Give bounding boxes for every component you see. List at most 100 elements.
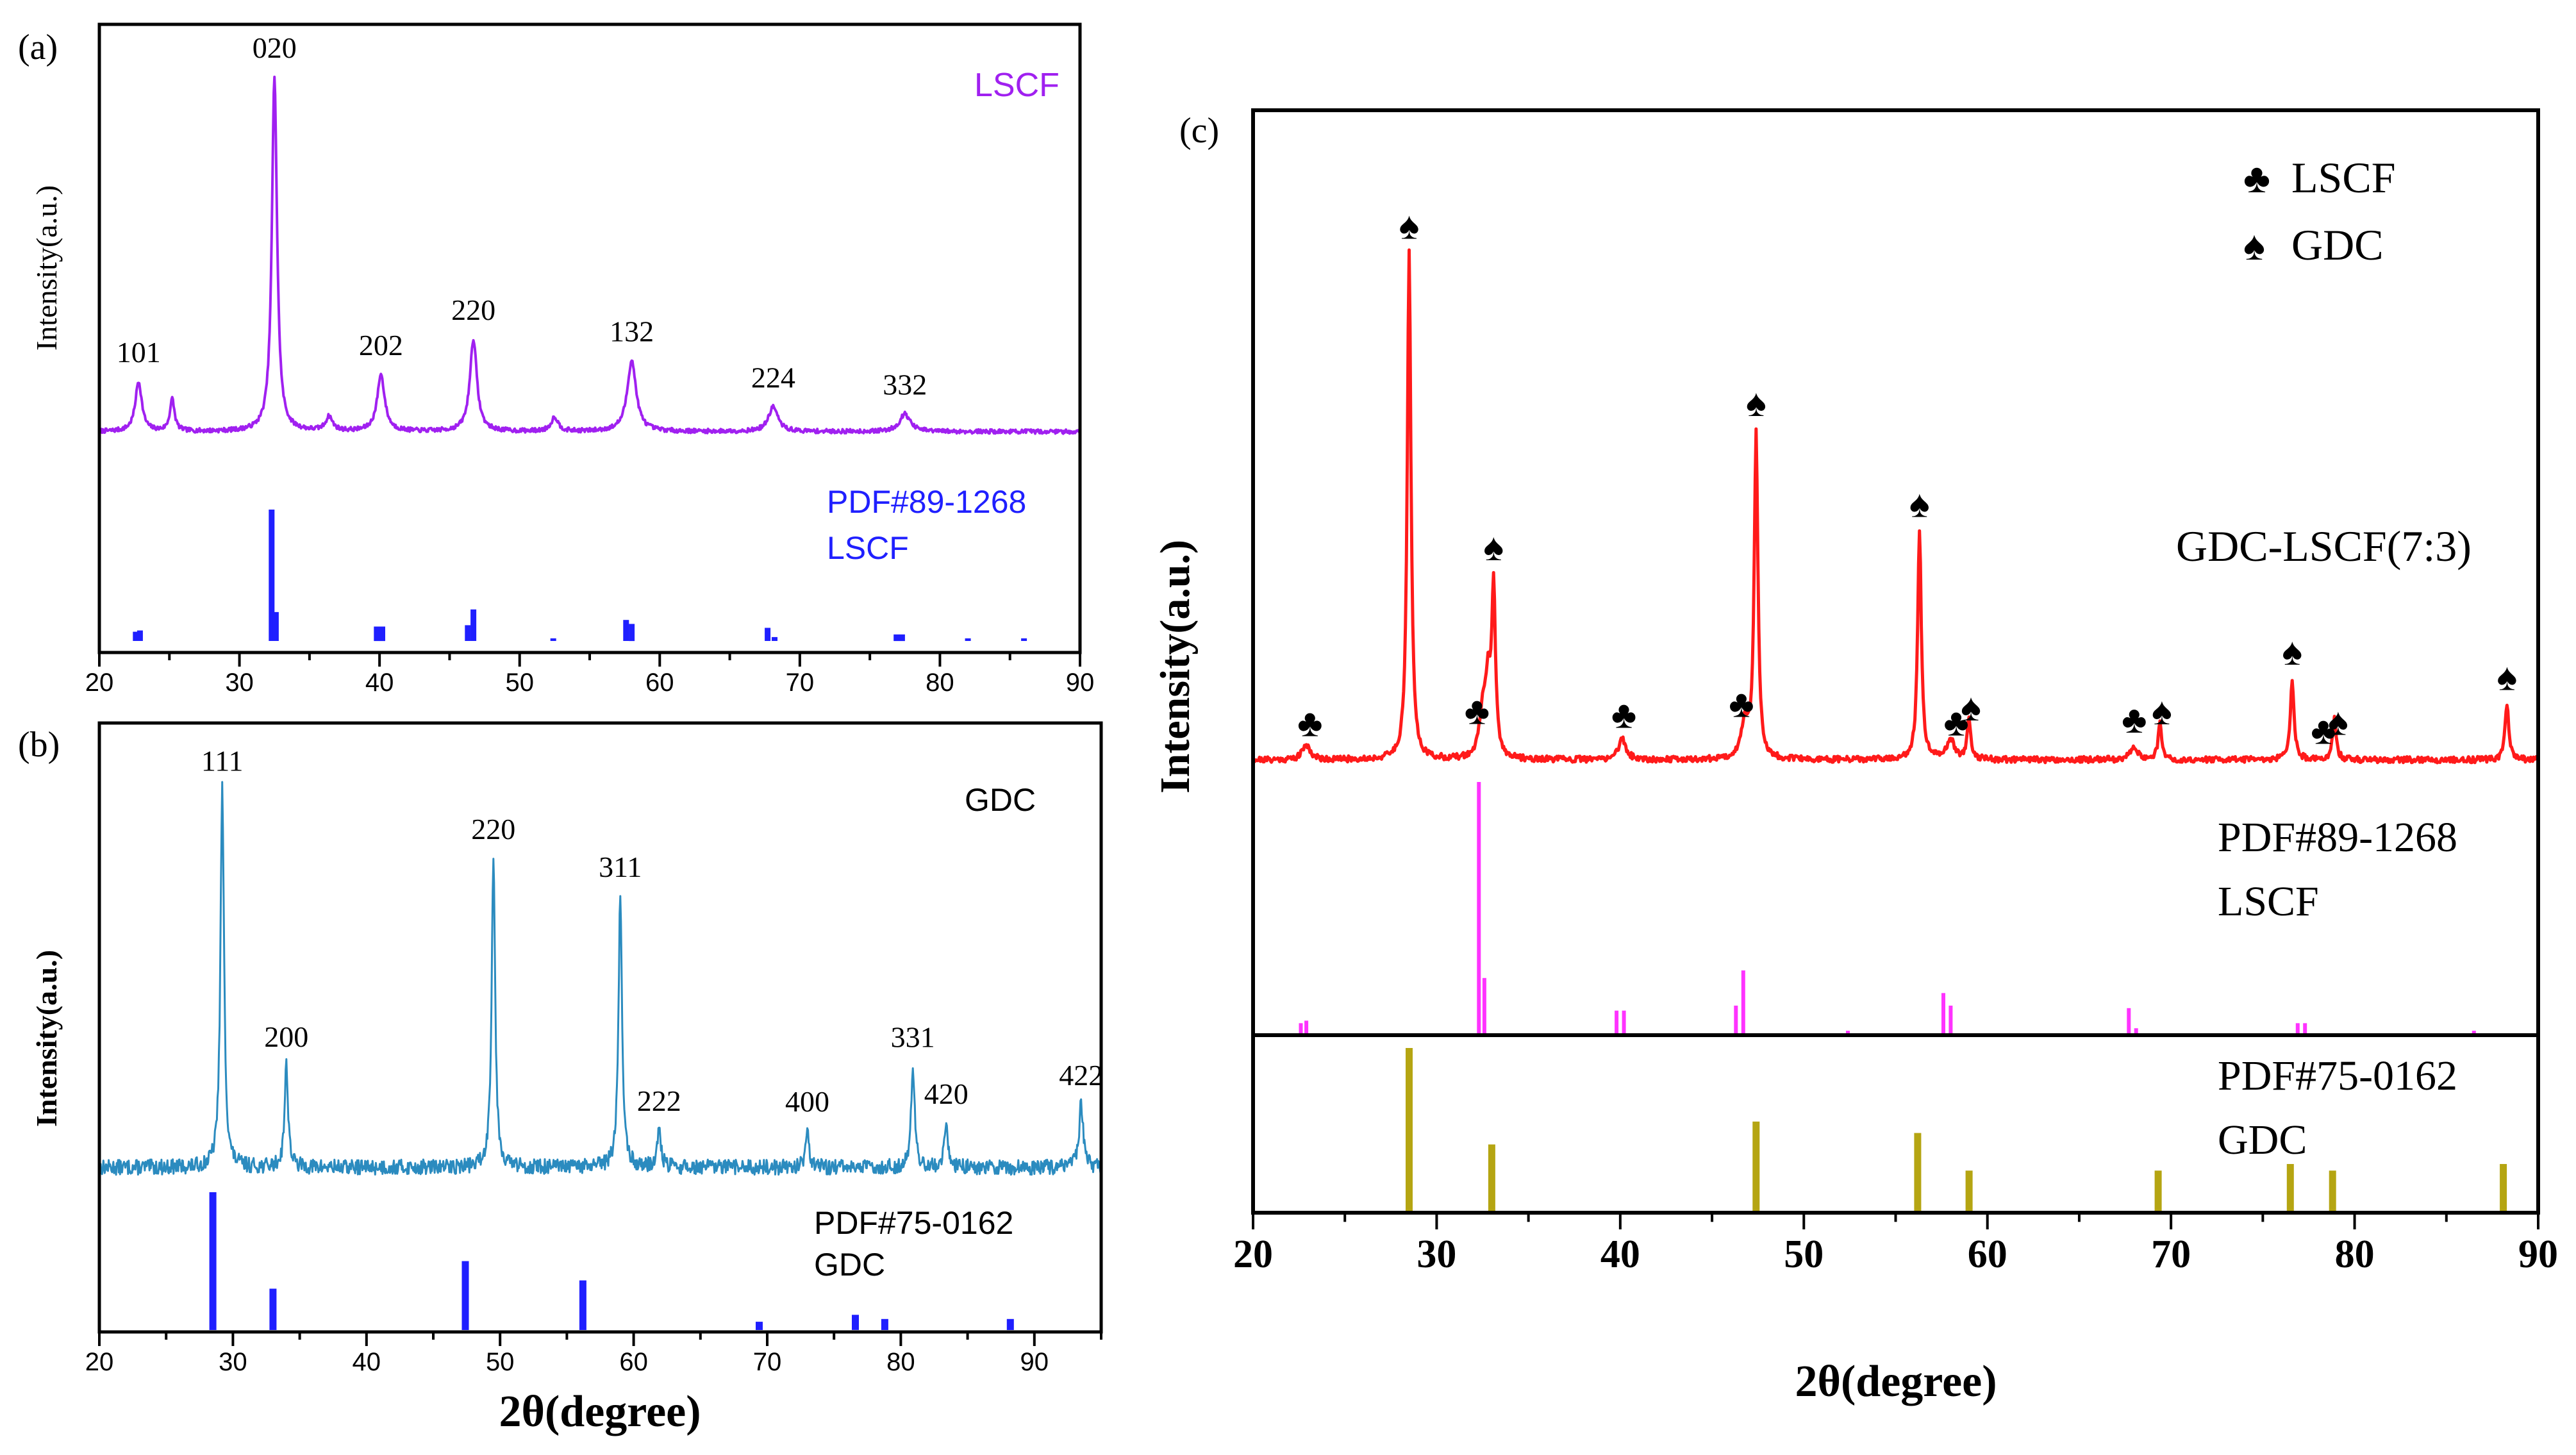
legend-gdc-label: GDC: [2291, 220, 2384, 269]
lscf-reference-line-6: [1734, 1005, 1738, 1033]
club-icon: ♣: [1943, 701, 1968, 744]
panel-c-x-tick-label: 40: [1600, 1233, 1640, 1276]
spade-icon: ♠: [2328, 701, 2348, 743]
spade-icon: ♠: [2282, 631, 2302, 673]
lscf-reference-line-13: [2295, 1023, 2300, 1033]
gdc-reference-line-7: [2329, 1170, 2336, 1212]
gdc-reference-line-6: [2286, 1164, 2294, 1211]
panel-b-x-tick-label: 50: [486, 1348, 515, 1376]
panel-a: (a) Intensity(a.u.) 101 020 202 220 132 224 33…: [18, 22, 1094, 697]
peak-label-420: 420: [924, 1077, 968, 1110]
lscf-reference-line-0: [1299, 1023, 1303, 1033]
gdc-reference-line-1: [1488, 1144, 1495, 1211]
spade-icon: ♠: [1746, 382, 1766, 424]
lscf-reference-line-8: [1846, 1031, 1850, 1033]
panel-a-x-tick-label: 70: [786, 669, 815, 697]
panel-a-pattern-plot: [98, 76, 1081, 435]
panel-c-lscf-reference-phase: LSCF: [2218, 878, 2319, 925]
lscf-reference-line-12: [772, 636, 777, 641]
panel-a-reference-name: PDF#89-1268: [827, 484, 1026, 520]
peak-label-200: 200: [264, 1020, 308, 1053]
panel-c-x-axis: 20 30 40 50 60 70 80 90: [1233, 1213, 2558, 1276]
legend-spade-icon: ♠: [2243, 223, 2265, 269]
gdc-reference-line-2: [1752, 1121, 1760, 1212]
panel-c-y-axis-label: Intensity(a.u.): [1152, 540, 1199, 794]
lscf-reference-line-3: [272, 611, 279, 641]
panel-b-reference-phase: GDC: [814, 1247, 885, 1283]
legend-lscf-label: LSCF: [2291, 153, 2396, 202]
panel-c-lscf-reference-name: PDF#89-1268: [2218, 814, 2457, 861]
peak-label-311: 311: [599, 851, 642, 883]
panel-b-frame: [97, 721, 1103, 1334]
peak-label-101: 101: [117, 336, 161, 369]
lscf-pattern-line: [98, 76, 1081, 435]
gdc-reference-line-4: [756, 1322, 763, 1330]
lscf-reference-line-10: [629, 624, 635, 642]
panel-a-x-tick-label: 40: [365, 669, 394, 697]
panel-c-x-tick-label: 50: [1784, 1233, 1824, 1276]
panel-a-peak-labels: 101 020 202 220 132 224 332: [117, 31, 927, 401]
panel-a-label: (a): [18, 28, 58, 67]
peak-label-202: 202: [359, 329, 403, 362]
gdc-pattern-line: [98, 781, 1102, 1176]
lscf-reference-line-9: [623, 620, 629, 641]
panel-b-reference-plot: [209, 1192, 1014, 1330]
lscf-reference-line-6: [465, 625, 471, 641]
lscf-reference-line-9: [1941, 993, 1945, 1033]
peak-label-020: 020: [253, 31, 297, 64]
panel-c-reference-gdc-plot: [1406, 1048, 2507, 1212]
panel-c-pattern-plot: [1252, 248, 2540, 765]
gdc-reference-line-3: [1914, 1133, 1922, 1211]
club-icon: ♣: [1611, 694, 1636, 736]
gdc-reference-line-1: [269, 1288, 277, 1330]
panel-c-x-tick-label: 60: [1968, 1233, 2007, 1276]
lscf-reference-line-1: [1304, 1020, 1309, 1033]
peak-label-331: 331: [891, 1021, 935, 1054]
club-icon: ♣: [1729, 683, 1754, 725]
lscf-reference-line-0: [133, 631, 139, 641]
panel-a-x-tick-label: 50: [505, 669, 534, 697]
panel-c-reference-lscf-plot: [1299, 782, 2476, 1033]
lscf-reference-line-16: [1021, 638, 1027, 641]
gdc-reference-line-6: [881, 1318, 888, 1330]
panel-c-x-tick-label: 70: [2151, 1233, 2191, 1276]
spade-icon: ♠: [2497, 656, 2517, 699]
spade-icon: ♠: [1909, 483, 1930, 526]
gdc-reference-line-3: [579, 1280, 586, 1330]
panel-a-x-tick-label: 30: [225, 669, 254, 697]
panel-c-x-tick-label: 30: [1417, 1233, 1456, 1276]
spade-icon: ♠: [1961, 686, 1981, 729]
lscf-reference-line-13: [893, 634, 900, 642]
club-icon: ♣: [1465, 690, 1490, 733]
panel-b-x-tick-label: 20: [85, 1348, 114, 1376]
peak-label-111: 111: [201, 745, 244, 777]
gdc-reference-line-2: [461, 1261, 469, 1330]
panel-a-legend-lscf: LSCF: [974, 67, 1059, 104]
panel-a-x-tick-label: 20: [85, 669, 114, 697]
lscf-reference-line-8: [550, 638, 556, 641]
lscf-reference-line-14: [899, 634, 905, 642]
panel-b-x-tick-label: 30: [219, 1348, 247, 1376]
spade-icon: ♠: [2152, 690, 2172, 733]
panel-b-x-axis-label: 2θ(degree): [499, 1387, 701, 1436]
panel-c-legend: ♣ LSCF ♠ GDC: [2243, 153, 2396, 269]
panel-c-phase-markers: ♣♠♣♠♣ ♣♠♠♣♠ ♣ ♠♠♣♠♠: [1297, 204, 2517, 752]
panel-b-x-tick-label: 70: [753, 1348, 782, 1376]
panel-b: (b) Intensity(a.u.) 111 200 220 311 222 400 33…: [18, 721, 1103, 1436]
panel-c-x-tick-label: 20: [1233, 1233, 1273, 1276]
peak-label-422: 422: [1059, 1059, 1103, 1092]
lscf-reference-line-1: [137, 630, 143, 641]
panel-b-x-tick-label: 40: [353, 1348, 381, 1376]
peak-label-222: 222: [637, 1085, 681, 1117]
panel-c-x-axis-label: 2θ(degree): [1795, 1357, 1997, 1406]
panel-c: (c) Intensity(a.u.) ♣♠♣♠♣ ♣♠♠♣♠ ♣ ♠♠♣♠♠ ♣ L…: [1152, 108, 2558, 1406]
panel-a-frame: [97, 22, 1082, 654]
lscf-reference-line-7: [470, 609, 477, 641]
lscf-reference-line-5: [1622, 1010, 1626, 1033]
peak-label-220: 220: [451, 294, 495, 326]
lscf-reference-line-5: [379, 626, 385, 642]
gdc-reference-line-5: [852, 1315, 859, 1330]
club-icon: ♣: [1297, 703, 1322, 745]
panel-b-label: (b): [18, 725, 60, 765]
